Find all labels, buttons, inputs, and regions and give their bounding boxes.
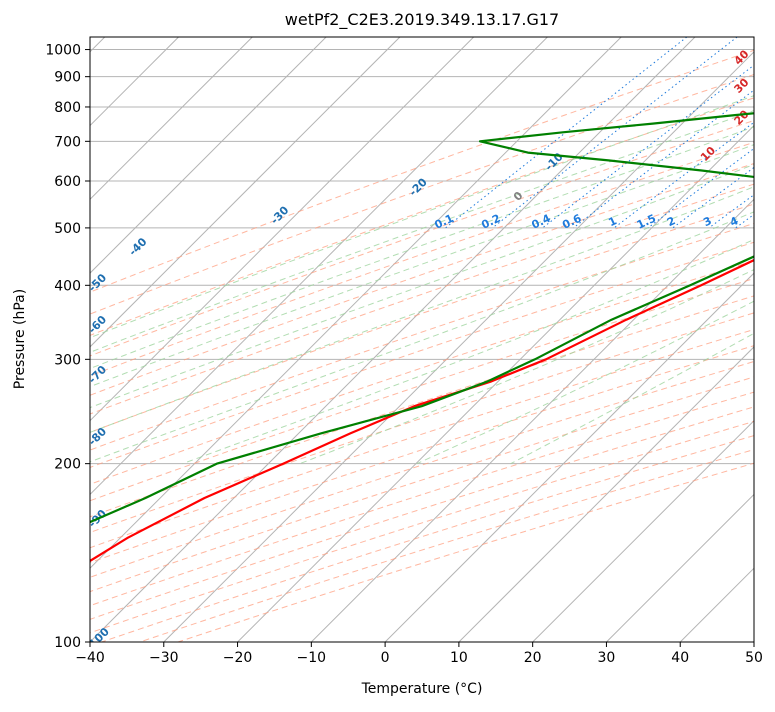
chart-title: wetPf2_C2E3.2019.349.13.17.G17: [285, 10, 559, 30]
x-tick-label: −40: [75, 650, 105, 666]
x-tick-label: −30: [149, 650, 179, 666]
x-tick-label: 10: [450, 650, 468, 666]
y-tick-label: 400: [54, 278, 81, 294]
y-tick-label: 600: [54, 174, 81, 190]
x-tick-label: −10: [297, 650, 327, 666]
x-tick-label: 40: [671, 650, 689, 666]
y-tick-label: 200: [54, 457, 81, 473]
x-tick-label: 20: [524, 650, 542, 666]
y-tick-label: 100: [54, 635, 81, 651]
x-tick-label: 30: [598, 650, 616, 666]
y-tick-label: 500: [54, 221, 81, 237]
y-tick-label: 300: [54, 352, 81, 368]
x-tick-label: 0: [381, 650, 390, 666]
y-axis-label: Pressure (hPa): [12, 289, 28, 389]
y-tick-label: 900: [54, 70, 81, 86]
y-tick-label: 700: [54, 134, 81, 150]
y-tick-label: 1000: [45, 43, 81, 59]
x-tick-label: −20: [223, 650, 253, 666]
x-tick-label: 50: [745, 650, 763, 666]
x-axis-label: Temperature (°C): [361, 681, 483, 697]
y-tick-label: 800: [54, 100, 81, 116]
